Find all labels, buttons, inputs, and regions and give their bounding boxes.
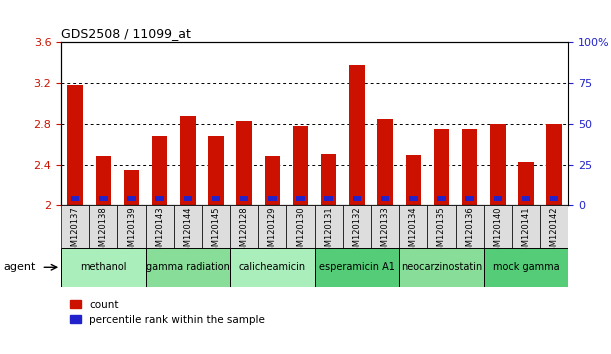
Bar: [546, 124, 562, 205]
Bar: [287, 205, 315, 248]
Bar: [540, 205, 568, 248]
Text: GSM120140: GSM120140: [493, 207, 502, 257]
Text: GSM120132: GSM120132: [353, 207, 362, 257]
Bar: [490, 124, 505, 205]
Text: GSM120144: GSM120144: [183, 207, 192, 257]
Text: GSM120133: GSM120133: [381, 207, 390, 257]
Bar: [67, 85, 83, 205]
Text: GSM120141: GSM120141: [521, 207, 530, 257]
Bar: [512, 205, 540, 248]
Bar: [202, 205, 230, 248]
Bar: [71, 196, 79, 201]
Text: mock gamma: mock gamma: [492, 262, 559, 272]
Bar: [212, 196, 221, 201]
Bar: [427, 205, 456, 248]
Bar: [353, 196, 361, 201]
Bar: [324, 196, 333, 201]
Text: esperamicin A1: esperamicin A1: [319, 262, 395, 272]
Bar: [61, 248, 145, 287]
Text: GSM120129: GSM120129: [268, 207, 277, 257]
Text: agent: agent: [3, 262, 35, 272]
Text: GSM120137: GSM120137: [71, 207, 79, 257]
Bar: [180, 116, 196, 205]
Bar: [236, 121, 252, 205]
Bar: [409, 196, 417, 201]
Bar: [258, 205, 287, 248]
Text: calicheamicin: calicheamicin: [239, 262, 306, 272]
Bar: [315, 248, 399, 287]
Bar: [484, 248, 568, 287]
Text: GSM120134: GSM120134: [409, 207, 418, 257]
Text: GSM120131: GSM120131: [324, 207, 333, 257]
Bar: [381, 196, 389, 201]
Bar: [399, 205, 427, 248]
Bar: [61, 205, 89, 248]
Bar: [127, 196, 136, 201]
Bar: [95, 156, 111, 205]
Bar: [434, 129, 449, 205]
Text: GSM120135: GSM120135: [437, 207, 446, 257]
Bar: [406, 155, 421, 205]
Bar: [484, 205, 512, 248]
Bar: [145, 248, 230, 287]
Bar: [462, 129, 477, 205]
Bar: [230, 248, 315, 287]
Bar: [89, 205, 117, 248]
Text: GDS2508 / 11099_at: GDS2508 / 11099_at: [61, 27, 191, 40]
Legend: count, percentile rank within the sample: count, percentile rank within the sample: [67, 296, 269, 329]
Bar: [378, 119, 393, 205]
Bar: [152, 136, 167, 205]
Bar: [456, 205, 484, 248]
Bar: [321, 154, 337, 205]
Bar: [349, 65, 365, 205]
Bar: [155, 196, 164, 201]
Bar: [268, 196, 277, 201]
Text: GSM120138: GSM120138: [99, 207, 108, 257]
Bar: [99, 196, 108, 201]
Bar: [230, 205, 258, 248]
Text: gamma radiation: gamma radiation: [146, 262, 230, 272]
Bar: [240, 196, 249, 201]
Bar: [145, 205, 174, 248]
Bar: [494, 196, 502, 201]
Bar: [371, 205, 399, 248]
Bar: [174, 205, 202, 248]
Bar: [522, 196, 530, 201]
Text: methanol: methanol: [80, 262, 126, 272]
Bar: [296, 196, 305, 201]
Bar: [466, 196, 474, 201]
Bar: [184, 196, 192, 201]
Bar: [208, 136, 224, 205]
Text: neocarzinostatin: neocarzinostatin: [401, 262, 482, 272]
Bar: [343, 205, 371, 248]
Text: GSM120142: GSM120142: [550, 207, 558, 257]
Text: GSM120139: GSM120139: [127, 207, 136, 257]
Bar: [518, 161, 534, 205]
Bar: [315, 205, 343, 248]
Text: GSM120136: GSM120136: [465, 207, 474, 257]
Bar: [293, 126, 309, 205]
Bar: [117, 205, 145, 248]
Text: GSM120145: GSM120145: [211, 207, 221, 257]
Bar: [437, 196, 445, 201]
Bar: [124, 170, 139, 205]
Bar: [265, 156, 280, 205]
Bar: [550, 196, 558, 201]
Text: GSM120130: GSM120130: [296, 207, 305, 257]
Text: GSM120128: GSM120128: [240, 207, 249, 257]
Bar: [399, 248, 484, 287]
Text: GSM120143: GSM120143: [155, 207, 164, 257]
